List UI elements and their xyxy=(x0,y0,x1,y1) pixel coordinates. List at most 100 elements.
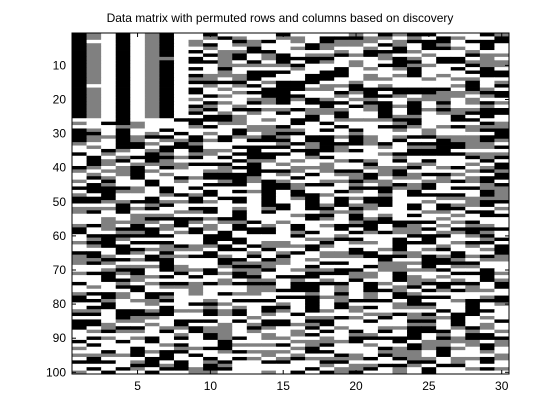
heatmap-cell xyxy=(479,176,495,181)
heatmap-cell xyxy=(101,196,117,201)
heatmap-cell xyxy=(479,131,495,136)
x-tick-label: 30 xyxy=(495,379,509,393)
heatmap-cell xyxy=(173,183,189,187)
heatmap-cell xyxy=(377,90,393,95)
heatmap-cell xyxy=(130,261,146,266)
heatmap-cell xyxy=(407,210,422,215)
heatmap-cell xyxy=(465,230,481,235)
heatmap-cell xyxy=(494,104,510,109)
heatmap-cell xyxy=(392,326,408,331)
heatmap-cell xyxy=(115,165,131,170)
heatmap-cell xyxy=(377,60,393,65)
heatmap-cell xyxy=(188,309,204,314)
heatmap-cell xyxy=(479,234,495,238)
heatmap-cell xyxy=(305,343,321,348)
heatmap-cell xyxy=(173,247,189,252)
heatmap-cell xyxy=(494,138,510,143)
heatmap-cell xyxy=(246,360,262,365)
heatmap-cell xyxy=(130,94,146,99)
heatmap-cell xyxy=(421,111,437,116)
heatmap-cell xyxy=(421,326,437,331)
heatmap-cell xyxy=(232,343,248,348)
heatmap-cell xyxy=(246,316,262,320)
heatmap-cell xyxy=(334,165,350,170)
heatmap-cell xyxy=(348,152,364,157)
heatmap-cell xyxy=(232,90,248,95)
heatmap-cell xyxy=(363,210,379,215)
heatmap-cell xyxy=(494,90,510,95)
heatmap-cell xyxy=(319,363,335,368)
heatmap-cell xyxy=(261,339,277,344)
heatmap-cell xyxy=(377,213,393,218)
heatmap-cell xyxy=(217,312,233,317)
heatmap-cell xyxy=(130,162,146,167)
heatmap-cell xyxy=(232,230,248,235)
heatmap-cell xyxy=(232,111,248,116)
heatmap-cell xyxy=(465,179,481,184)
heatmap-cell xyxy=(101,125,117,129)
heatmap-cell xyxy=(275,77,291,82)
heatmap-cell xyxy=(465,227,481,232)
heatmap-cell xyxy=(436,203,452,208)
heatmap-cell xyxy=(115,285,131,290)
heatmap-cell xyxy=(203,87,219,92)
heatmap-cell xyxy=(86,183,102,187)
heatmap-cell xyxy=(72,53,87,58)
heatmap-cell xyxy=(450,292,466,296)
heatmap-cell xyxy=(159,350,175,354)
heatmap-cell xyxy=(115,70,131,75)
heatmap-cell xyxy=(319,251,335,256)
heatmap-cell xyxy=(479,56,495,61)
heatmap-cell xyxy=(261,285,277,290)
heatmap-cell xyxy=(494,350,510,354)
heatmap-cell xyxy=(305,206,321,211)
heatmap-cell xyxy=(305,254,321,259)
heatmap-cell xyxy=(101,220,117,225)
heatmap-cell xyxy=(275,356,291,361)
heatmap-cell xyxy=(72,285,87,290)
heatmap-cell xyxy=(217,353,233,358)
heatmap-cell xyxy=(436,312,452,317)
heatmap-cell xyxy=(173,36,189,41)
heatmap-cell xyxy=(465,333,481,337)
heatmap-cell xyxy=(407,193,422,198)
heatmap-cell xyxy=(188,176,204,181)
heatmap-cell xyxy=(348,251,364,256)
heatmap-cell xyxy=(494,247,510,252)
heatmap-cell xyxy=(203,179,219,184)
heatmap-cell xyxy=(275,125,291,129)
heatmap-cell xyxy=(290,237,306,242)
heatmap-cell xyxy=(203,121,219,126)
heatmap-cell xyxy=(72,343,87,348)
heatmap-cell xyxy=(421,360,437,365)
heatmap-cell xyxy=(334,159,350,163)
heatmap-cell xyxy=(130,118,146,123)
heatmap-cell xyxy=(261,101,277,106)
heatmap-cell xyxy=(305,77,321,82)
heatmap-cell xyxy=(101,179,117,184)
heatmap-cell xyxy=(246,295,262,300)
heatmap-cell xyxy=(86,90,102,95)
heatmap-cell xyxy=(436,298,452,303)
heatmap-cell xyxy=(377,312,393,317)
heatmap-cell xyxy=(450,108,466,112)
heatmap-cell xyxy=(421,135,437,140)
heatmap-cell xyxy=(319,261,335,266)
heatmap-cell xyxy=(130,189,146,194)
heatmap-cell xyxy=(101,172,117,177)
heatmap-cell xyxy=(217,87,233,92)
heatmap-cell xyxy=(305,33,321,37)
heatmap-cell xyxy=(275,176,291,181)
heatmap-cell xyxy=(115,312,131,317)
heatmap-cell xyxy=(290,367,306,371)
heatmap-cell xyxy=(407,97,422,102)
heatmap-cell xyxy=(86,353,102,358)
heatmap-cell xyxy=(450,118,466,123)
heatmap-cell xyxy=(203,155,219,160)
heatmap-cell xyxy=(101,200,117,204)
heatmap-cell xyxy=(407,288,422,293)
heatmap-cell xyxy=(377,196,393,201)
heatmap-cell xyxy=(203,183,219,187)
heatmap-cell xyxy=(173,244,189,249)
heatmap-cell xyxy=(173,104,189,109)
